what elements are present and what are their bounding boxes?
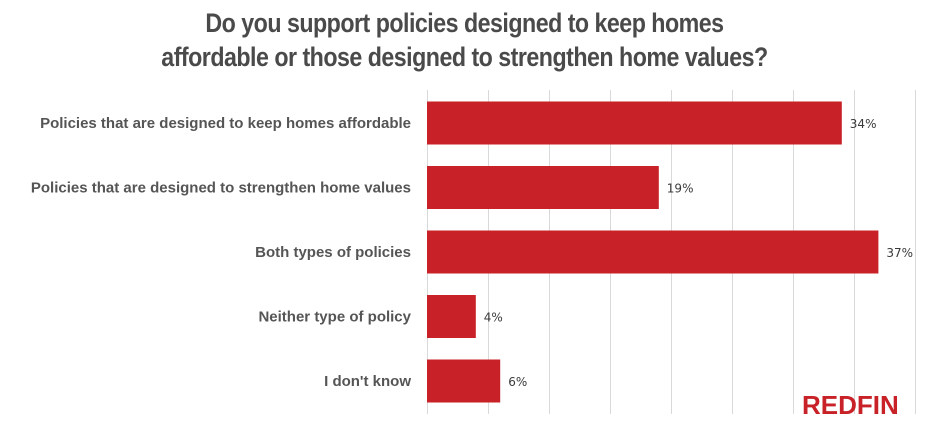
chart-title-line-1: Do you support policies designed to keep… [205,8,724,38]
chart-title: Do you support policies designed to keep… [65,6,864,74]
bar [427,230,879,274]
category-label: I don't know [324,373,411,390]
bar [427,101,842,145]
category-label: Policies that are designed to keep homes… [40,115,411,132]
bar [427,359,501,403]
value-label: 6% [508,375,527,389]
value-labels: 34% 19% 37% 4% 6% [484,117,913,389]
value-label: 37% [886,246,913,260]
category-label: Policies that are designed to strengthen… [31,180,411,197]
chart-title-line-2: affordable or those designed to strength… [161,42,768,72]
category-label: Both types of policies [255,244,411,261]
category-labels: Policies that are designed to keep homes… [31,115,412,390]
category-label: Neither type of policy [258,309,411,326]
bars [427,101,879,403]
redfin-logo: REDFIN [802,390,899,420]
value-label: 19% [667,182,694,196]
bar [427,295,476,338]
value-label: 34% [850,117,877,131]
bar [427,166,659,209]
value-label: 4% [484,311,503,325]
